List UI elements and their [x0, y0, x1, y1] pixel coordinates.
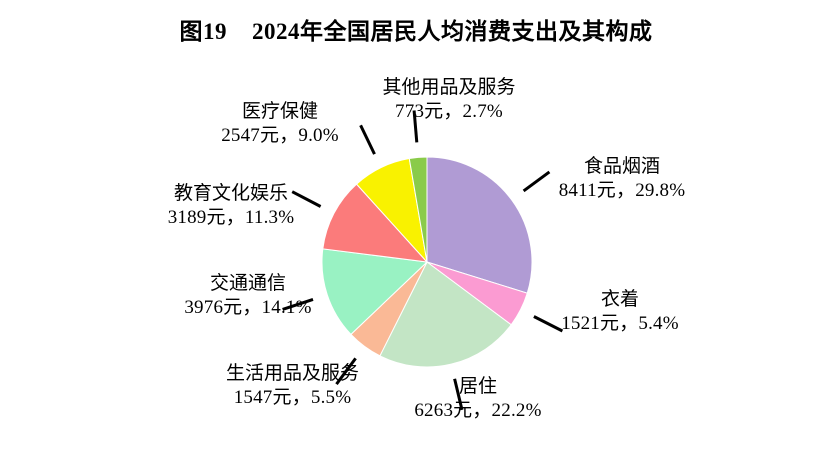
- pie-label-household-goods-services: 生活用品及服务 1547元，5.5%: [180, 362, 405, 410]
- pie-slices: [321, 156, 533, 368]
- pie-label-health-care: 医疗保健 2547元，9.0%: [185, 100, 375, 148]
- pie-label-value: 6263元，22.2%: [414, 399, 542, 421]
- pie-label-value: 773元，2.7%: [395, 100, 503, 122]
- pie-slice: [408, 156, 428, 263]
- pie-slice: [426, 156, 533, 294]
- pie-label-transport-communication: 交通通信 3976元，14.1%: [148, 272, 348, 320]
- pie-label-other-goods-services: 其他用品及服务 773元，2.7%: [339, 76, 559, 124]
- pie-slice: [379, 261, 512, 368]
- pie-label-food-tobacco-alcohol: 食品烟酒 8411元，29.8%: [522, 155, 722, 203]
- pie-label-category: 居住: [458, 376, 497, 397]
- pie-slice: [321, 248, 429, 336]
- pie-label-clothing: 衣着 1521元，5.4%: [520, 288, 720, 336]
- chart-title: 图19 2024年全国居民人均消费支出及其构成: [179, 19, 653, 44]
- pie-label-education-culture-recreation: 教育文化娱乐 3189元，11.3%: [126, 182, 336, 230]
- pie-label-category: 食品烟酒: [583, 156, 660, 177]
- pie-slice: [322, 183, 429, 263]
- pie-label-category: 交通通信: [209, 273, 286, 294]
- pie-label-category: 其他用品及服务: [382, 77, 516, 98]
- pie-label-value: 3976元，14.1%: [184, 296, 312, 318]
- pie-label-category: 医疗保健: [241, 101, 318, 122]
- pie-label-value: 2547元，9.0%: [221, 124, 339, 146]
- pie-chart: [321, 156, 533, 368]
- pie-label-category: 生活用品及服务: [225, 363, 359, 384]
- pie-label-value: 3189元，11.3%: [167, 206, 295, 228]
- pie-label-value: 8411元，29.8%: [558, 179, 686, 201]
- pie-label-value: 1547元，5.5%: [233, 386, 352, 408]
- pie-label-category: 衣着: [600, 289, 639, 310]
- pie-label-value: 1521元，5.4%: [561, 312, 679, 334]
- pie-label-housing: 居住 6263元，22.2%: [378, 375, 578, 423]
- pie-label-category: 教育文化娱乐: [173, 183, 288, 204]
